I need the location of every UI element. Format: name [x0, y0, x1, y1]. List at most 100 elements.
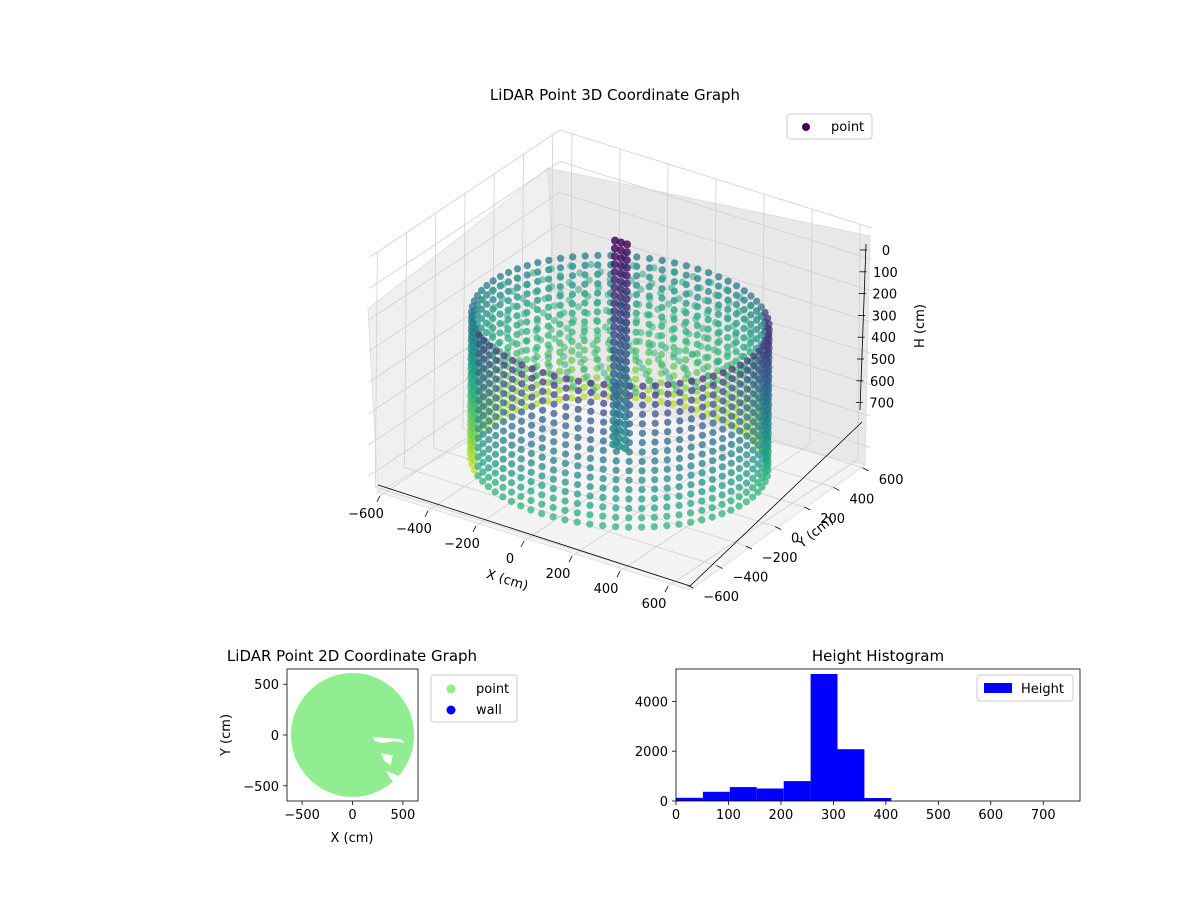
- x-tick-3d: [472, 525, 477, 533]
- point-marker: [562, 375, 570, 383]
- z-axis-label-3d: H (cm): [913, 304, 928, 348]
- point-marker: [743, 357, 752, 365]
- point-marker: [581, 261, 589, 269]
- point-marker: [635, 337, 644, 345]
- point-marker: [586, 473, 594, 481]
- point-marker: [612, 523, 620, 531]
- point-marker: [639, 392, 647, 400]
- point-marker: [708, 504, 716, 512]
- point-marker: [658, 266, 666, 274]
- point-marker: [523, 262, 531, 270]
- point-marker: [593, 299, 601, 307]
- point-marker: [573, 499, 582, 507]
- point-marker: [523, 327, 531, 335]
- point-marker: [743, 470, 751, 478]
- point-marker: [696, 284, 704, 292]
- point-marker: [528, 365, 536, 373]
- point-marker: [528, 402, 536, 411]
- grid-line: [368, 286, 559, 414]
- point-marker: [599, 475, 607, 483]
- point-marker: [568, 356, 576, 364]
- column-point: [615, 403, 624, 411]
- point-marker: [492, 403, 500, 411]
- point-marker: [719, 378, 727, 386]
- column-point: [617, 238, 625, 247]
- point-marker: [743, 432, 751, 440]
- histogram-bar: [810, 674, 838, 801]
- point-marker: [742, 316, 751, 324]
- point-marker: [547, 265, 555, 273]
- point-marker: [687, 518, 695, 526]
- point-marker: [550, 409, 558, 418]
- point-marker: [651, 476, 659, 484]
- point-marker: [675, 464, 684, 472]
- point-marker: [654, 305, 662, 313]
- point-marker: [562, 441, 570, 449]
- point-marker: [561, 469, 569, 477]
- column-point: [610, 346, 619, 355]
- point-marker: [638, 429, 647, 437]
- point-marker: [709, 391, 717, 399]
- point-marker: [568, 328, 576, 336]
- column-point: [622, 271, 631, 280]
- point-marker: [632, 353, 640, 361]
- point-marker: [632, 366, 640, 374]
- point-marker: [727, 440, 736, 448]
- point-marker: [639, 364, 647, 372]
- grid-line: [809, 209, 813, 445]
- grid-line: [368, 223, 560, 352]
- point-marker: [555, 386, 564, 394]
- point-marker: [651, 438, 659, 446]
- point-marker: [654, 332, 662, 340]
- point-marker: [555, 377, 564, 385]
- point-marker: [587, 436, 595, 444]
- y-tick-3d: [833, 487, 840, 491]
- point-marker: [549, 494, 557, 502]
- z-tick-label-3d: 400: [871, 331, 896, 346]
- grid-line: [369, 161, 560, 289]
- point-marker: [569, 382, 577, 390]
- point-marker: [681, 384, 690, 392]
- point-marker: [637, 285, 645, 293]
- column-point: [609, 401, 618, 410]
- x-tick-3d: [424, 510, 429, 518]
- point-marker: [704, 344, 712, 352]
- point-marker: [550, 391, 558, 399]
- point-marker: [508, 403, 516, 412]
- x-tick-3d: [376, 495, 381, 502]
- column-point: [610, 244, 619, 253]
- point-marker: [485, 454, 493, 463]
- point-marker: [474, 453, 482, 461]
- point-marker: [718, 482, 726, 490]
- point-marker: [479, 468, 487, 476]
- point-marker: [645, 273, 654, 281]
- column-point: [611, 236, 619, 245]
- point-marker: [467, 308, 475, 316]
- point-marker: [599, 428, 608, 436]
- point-marker: [539, 387, 547, 395]
- point-marker: [709, 466, 717, 474]
- point-marker: [651, 485, 659, 493]
- point-marker: [539, 397, 547, 405]
- point-marker: [750, 361, 758, 370]
- point-marker: [580, 323, 589, 331]
- point-marker: [544, 331, 552, 340]
- point-marker: [474, 472, 482, 480]
- point-marker: [538, 444, 546, 452]
- point-marker: [668, 284, 676, 292]
- point-marker: [482, 328, 491, 337]
- point-marker: [530, 355, 538, 363]
- point-marker: [575, 342, 583, 350]
- point-marker: [594, 289, 602, 297]
- column-point: [610, 291, 619, 300]
- point-marker: [724, 277, 732, 285]
- point-marker: [675, 445, 684, 453]
- point-marker: [625, 457, 633, 465]
- point-marker: [586, 483, 594, 491]
- x-tick-label-3d: −200: [444, 537, 480, 552]
- point-marker: [699, 375, 707, 383]
- point-marker: [574, 405, 582, 413]
- point-marker: [698, 450, 706, 458]
- point-marker: [747, 335, 755, 343]
- point-marker: [625, 523, 633, 531]
